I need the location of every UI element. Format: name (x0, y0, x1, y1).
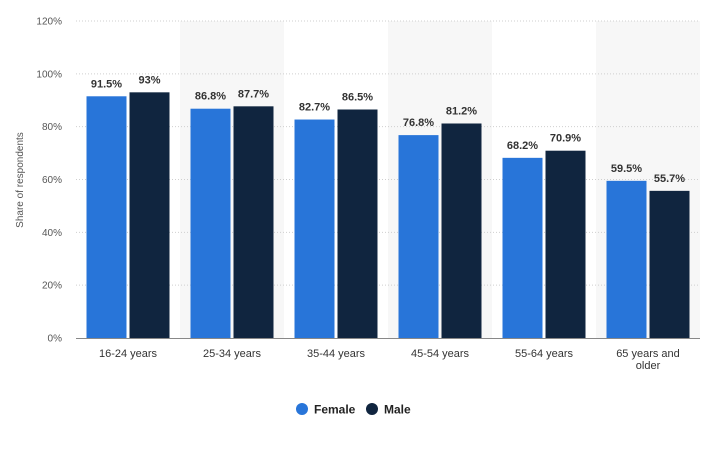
y-tick-label: 40% (42, 228, 62, 239)
y-tick-label: 100% (36, 69, 62, 80)
bar-male-4 (545, 150, 586, 338)
x-tick-label: 25-34 years (203, 348, 262, 360)
bar-female-5 (606, 180, 647, 338)
bar-male-5 (649, 190, 690, 338)
data-label-female-1: 86.8% (195, 91, 226, 103)
bar-male-2 (337, 109, 378, 338)
bar-male-0 (129, 92, 170, 338)
y-axis-ticks: 0% 20% 40% 60% 80% 100% 120% (36, 17, 62, 345)
data-label-female-0: 91.5% (91, 78, 122, 90)
y-tick-label: 120% (36, 17, 62, 28)
data-label-male-5: 55.7% (654, 173, 685, 185)
data-label-male-3: 81.2% (446, 105, 477, 117)
gridlines (76, 20, 700, 286)
data-label-male-4: 70.9% (550, 133, 581, 145)
legend: Female Male (296, 403, 411, 417)
bar-female-0 (86, 96, 127, 338)
bar-female-3 (398, 135, 439, 338)
bar-female-2 (294, 119, 335, 338)
y-tick-label: 20% (42, 281, 62, 292)
legend-label-female[interactable]: Female (314, 403, 356, 417)
data-label-female-4: 68.2% (507, 140, 538, 152)
bar-female-4 (502, 157, 543, 338)
data-label-female-3: 76.8% (403, 117, 434, 129)
bar-male-1 (233, 106, 274, 338)
data-label-female-5: 59.5% (611, 163, 642, 175)
legend-marker-female[interactable] (296, 403, 308, 415)
y-tick-label: 80% (42, 122, 62, 133)
bar-female-1 (190, 108, 231, 338)
x-tick-label: 55-64 years (515, 348, 574, 360)
x-tick-label: 16-24 years (99, 348, 158, 360)
bar-male-3 (441, 123, 482, 338)
data-label-female-2: 82.7% (299, 102, 330, 114)
data-label-male-1: 87.7% (238, 88, 269, 100)
x-tick-label: 45-54 years (411, 348, 470, 360)
x-axis-ticks: 16-24 years 25-34 years 35-44 years 45-54 y… (99, 348, 680, 372)
x-tick-label: 35-44 years (307, 348, 366, 360)
legend-label-male[interactable]: Male (384, 403, 411, 417)
y-tick-label: 60% (42, 175, 62, 186)
y-tick-label: 0% (48, 334, 63, 345)
bars (86, 92, 690, 338)
data-label-male-2: 86.5% (342, 91, 373, 103)
x-tick-label: 65 years and older (616, 348, 680, 372)
y-axis-label: Share of respondents (15, 132, 26, 228)
data-label-male-0: 93% (138, 74, 160, 86)
data-labels: 91.5% 93% 86.8% 87.7% 82.7% 86.5% 76.8% 81.2% 68… (91, 74, 685, 185)
legend-marker-male[interactable] (366, 403, 378, 415)
